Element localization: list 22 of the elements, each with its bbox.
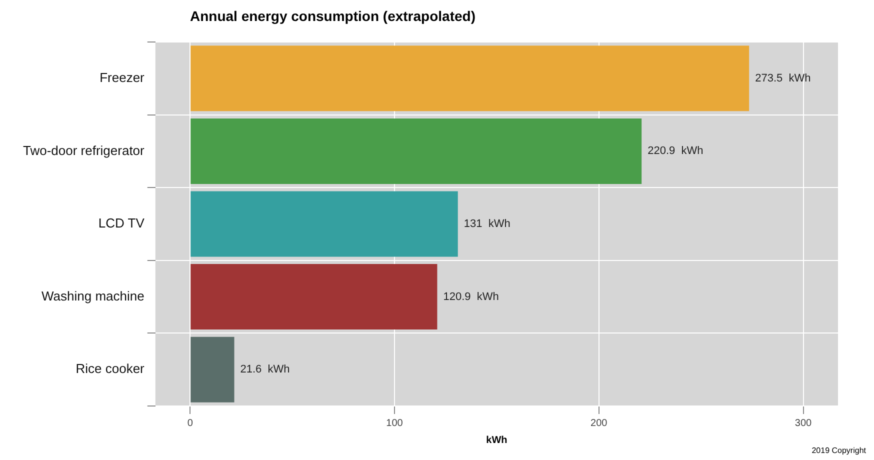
data-label: 21.6 kWh [240, 364, 290, 376]
x-tick-label: 300 [794, 418, 812, 429]
y-tick-label: LCD TV [98, 216, 145, 231]
text: 2019 Copyright [812, 446, 866, 455]
y-tick-label: Washing machine [42, 288, 144, 304]
x-tick-label: 100 [386, 418, 404, 429]
y-tick-label: Rice cooker [76, 361, 146, 376]
y-tick-label: Freezer [100, 70, 146, 85]
data-label: 131 kWh [464, 218, 510, 230]
x-axis-title: kWh [486, 434, 508, 446]
data-label: 120.9 kWh [443, 290, 499, 303]
bar [190, 118, 642, 184]
bar [190, 46, 750, 112]
bar [190, 336, 234, 402]
data-label: 220.9 kWh [648, 145, 704, 158]
chart-title: Annual energy consumption (extrapolated) [190, 8, 476, 24]
bar [190, 191, 458, 257]
y-tick-label: Two-door refrigerator [22, 142, 146, 158]
data-label: 273.5 kWh [755, 72, 811, 84]
x-tick-label: 200 [590, 418, 608, 429]
bar [190, 264, 438, 330]
x-tick-label: 0 [187, 418, 194, 429]
